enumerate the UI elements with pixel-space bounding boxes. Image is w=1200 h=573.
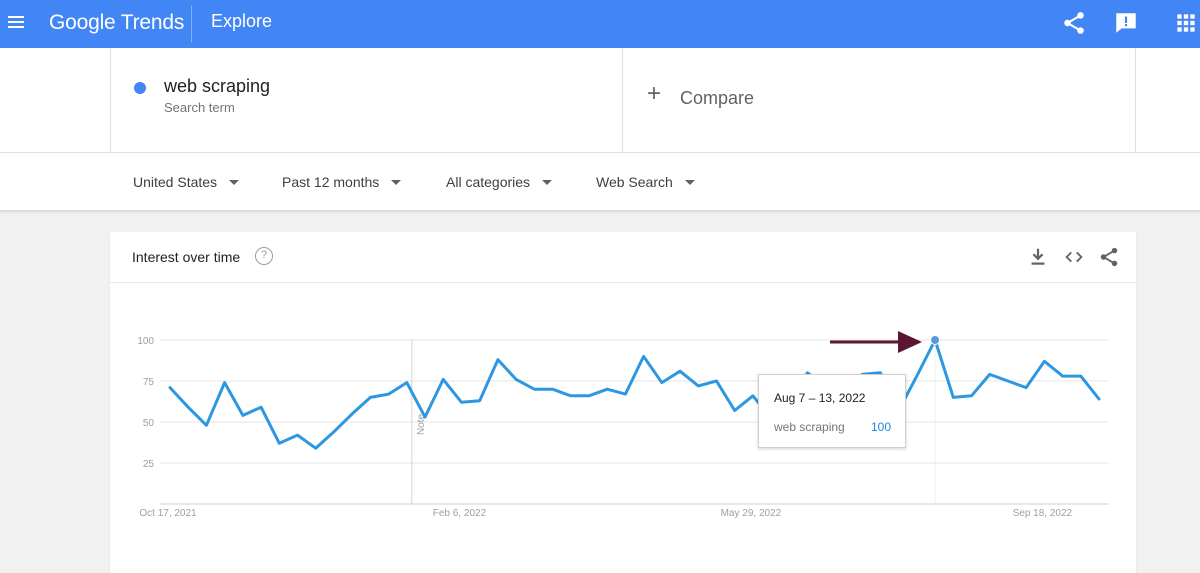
top-bar: Google Trends Explore	[0, 0, 1200, 48]
search-term-name[interactable]: web scraping	[164, 76, 271, 96]
terms-panel	[0, 48, 1200, 211]
annotation-arrow-head	[898, 331, 922, 353]
filter-search-type-label: Web Search	[596, 174, 673, 190]
filters-divider	[0, 152, 1200, 153]
compare-button[interactable]: + Compare	[623, 48, 1136, 153]
search-term-type: Search term	[164, 100, 235, 115]
google-trends-logo[interactable]: Google Trends	[49, 11, 185, 34]
card-title: Interest over time	[132, 249, 241, 265]
interest-over-time-card: Interest over time ?	[110, 232, 1136, 573]
filter-category[interactable]: All categories	[446, 174, 553, 190]
plus-icon: +	[647, 80, 662, 107]
header-divider	[191, 6, 192, 42]
compare-label: Compare	[680, 88, 755, 108]
y-tick-label: 100	[137, 336, 154, 347]
embed-icon[interactable]	[1063, 246, 1085, 268]
menu-icon[interactable]	[2, 8, 30, 36]
page-title: Explore	[211, 11, 273, 31]
card-divider	[110, 282, 1136, 283]
caret-down-icon	[542, 180, 553, 185]
apps-icon[interactable]	[1173, 10, 1199, 36]
tooltip-value: 100	[870, 420, 891, 434]
feedback-icon[interactable]	[1113, 10, 1139, 36]
caret-down-icon	[684, 180, 695, 185]
share-icon[interactable]	[1061, 10, 1087, 36]
y-tick-label: 25	[143, 459, 155, 470]
tooltip-date: Aug 7 – 13, 2022	[774, 391, 866, 405]
filter-time-range[interactable]: Past 12 months	[282, 174, 402, 190]
series-line	[168, 338, 1101, 450]
help-icon[interactable]: ?	[255, 247, 273, 265]
filter-region[interactable]: United States	[133, 174, 240, 190]
filter-search-type[interactable]: Web Search	[596, 174, 695, 190]
caret-down-icon	[391, 180, 402, 185]
share-icon[interactable]	[1098, 246, 1120, 268]
filter-time-range-label: Past 12 months	[282, 174, 380, 190]
tooltip-term: web scraping	[774, 420, 845, 434]
x-tick-label: May 29, 2022	[721, 508, 782, 519]
download-icon[interactable]	[1027, 246, 1049, 268]
data-tooltip: Aug 7 – 13, 2022 web scraping 100	[758, 374, 906, 448]
y-tick-label: 75	[143, 377, 155, 388]
filter-region-label: United States	[133, 174, 218, 190]
caret-down-icon	[229, 180, 240, 185]
term-color-dot	[134, 82, 146, 94]
search-term-card[interactable]: web scraping Search term	[110, 48, 623, 153]
filter-category-label: All categories	[446, 174, 531, 190]
note-label: Note	[416, 413, 427, 435]
highlight-point	[930, 335, 941, 345]
x-tick-label: Feb 6, 2022	[433, 508, 487, 519]
y-tick-label: 50	[143, 418, 155, 429]
x-tick-label: Oct 17, 2021	[139, 508, 197, 519]
x-tick-label: Sep 18, 2022	[1013, 508, 1073, 519]
